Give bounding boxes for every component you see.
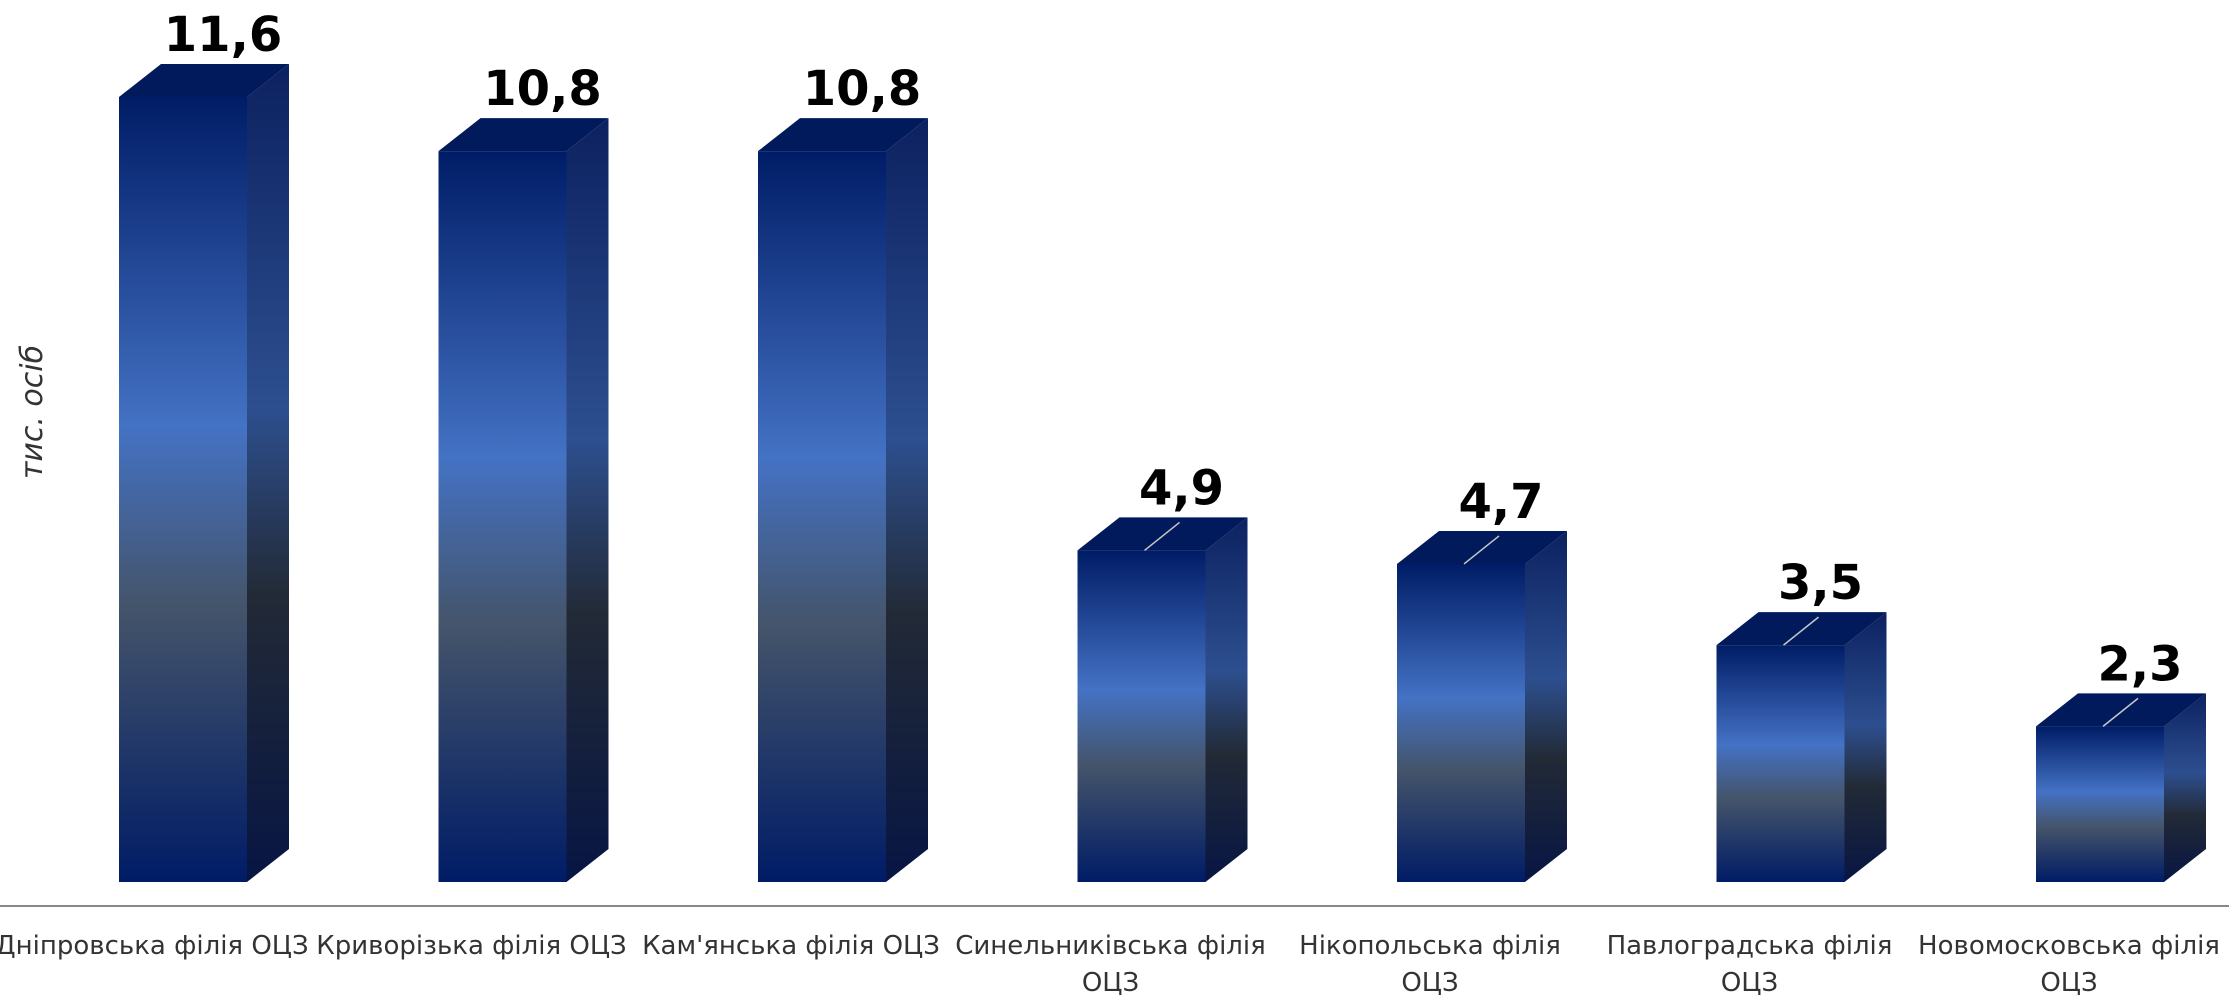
category-label: Синельниківська філія ОЦЗ <box>955 931 1266 996</box>
bar-top <box>1397 530 1567 564</box>
value-label: 2,3 <box>2097 636 2182 692</box>
bar-front <box>1077 550 1206 882</box>
bar <box>1397 530 1567 882</box>
bar-top <box>119 64 289 97</box>
category-label: Кам'янська філія ОЦЗ <box>642 931 940 961</box>
bar <box>119 64 289 882</box>
category-label: Дніпровська філія ОЦЗ <box>0 931 309 961</box>
value-leader-line <box>2102 697 2139 727</box>
bar-front <box>119 97 247 882</box>
y-axis-label: тис. осіб <box>15 345 50 479</box>
bar-side <box>566 118 609 882</box>
bar-front <box>1397 563 1525 882</box>
labels-layer: 11,6 Дніпровська філія ОЦЗ 10,8 Криворізька… <box>0 7 2220 996</box>
value-label: 4,9 <box>1139 460 1224 516</box>
bars-layer <box>119 64 2206 882</box>
category-label: Новомосковська філія ОЦЗ <box>1918 931 2220 996</box>
bar-top <box>2036 693 2206 727</box>
bar-top <box>438 118 609 152</box>
bar-front <box>1716 645 1845 882</box>
value-leader-line <box>1463 535 1500 565</box>
bar-side <box>886 118 928 882</box>
category-label: Павлоградська філія ОЦЗ <box>1607 931 1893 996</box>
value-label: 10,8 <box>803 61 921 117</box>
bar-side <box>2164 693 2206 882</box>
value-label: 3,5 <box>1778 555 1863 611</box>
bar-front <box>2036 726 2164 882</box>
bar-side <box>1525 530 1567 882</box>
category-label: Нікопольська філія ОЦЗ <box>1299 931 1561 996</box>
value-label: 4,7 <box>1458 474 1543 530</box>
bar-front <box>758 151 886 882</box>
bar-side <box>247 64 289 882</box>
bar-side <box>1844 612 1887 882</box>
bar-side <box>1205 517 1248 882</box>
bar <box>2036 693 2206 882</box>
bar <box>1077 517 1248 882</box>
bar <box>758 118 928 882</box>
bar <box>1716 612 1887 882</box>
bar-top <box>1716 612 1887 646</box>
bar-top <box>758 118 928 152</box>
value-leader-line <box>1144 521 1180 551</box>
bar-top <box>1077 517 1248 551</box>
bar <box>438 118 609 882</box>
category-label: Криворізька філія ОЦЗ <box>316 931 626 961</box>
value-label: 10,8 <box>483 61 601 117</box>
value-label: 11,6 <box>164 7 282 63</box>
value-leader-line <box>1783 616 1819 646</box>
bar-front <box>438 151 567 882</box>
